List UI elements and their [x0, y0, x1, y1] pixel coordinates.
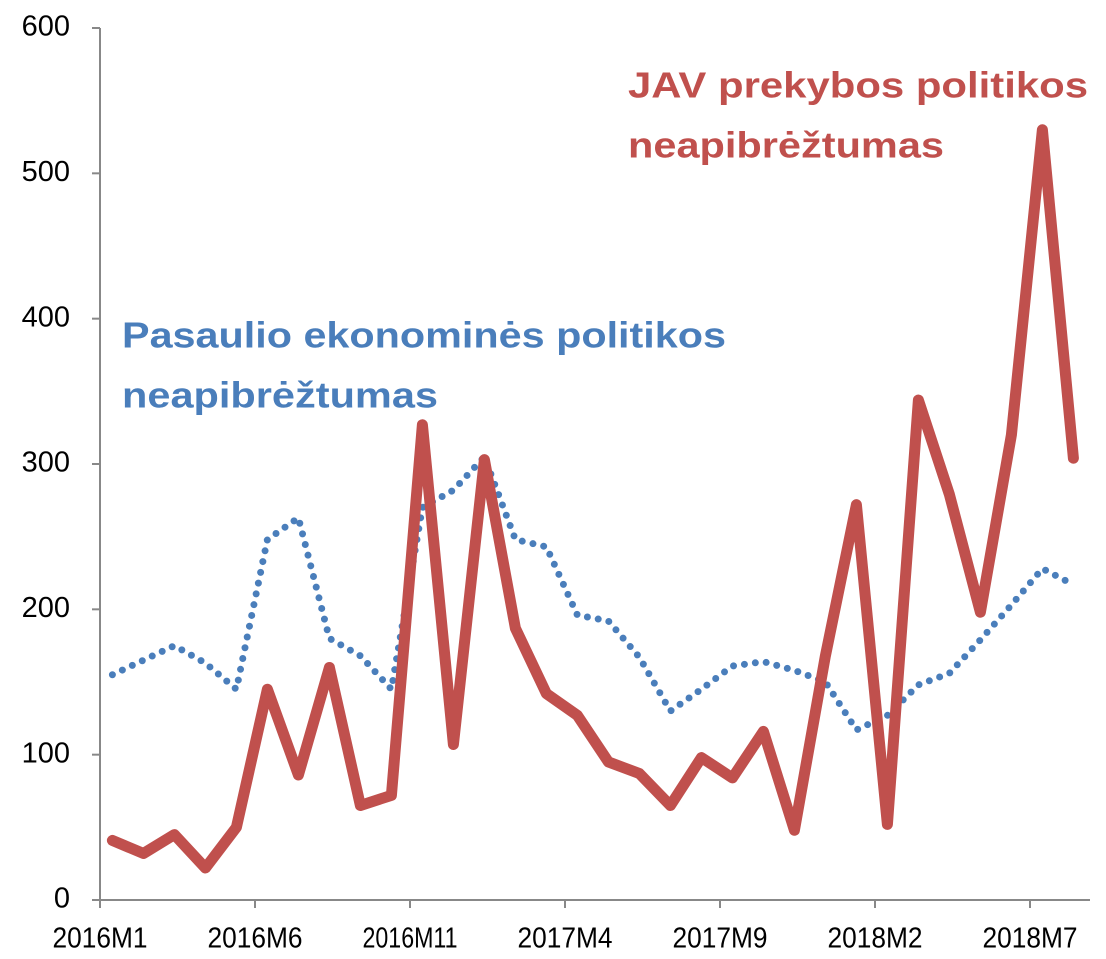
y-tick-label: 600 — [22, 11, 70, 43]
y-tick-label: 100 — [22, 737, 70, 769]
y-tick-label: 400 — [22, 301, 70, 333]
x-tick-label: 2017M4 — [518, 923, 613, 955]
x-tick-label: 2018M7 — [983, 923, 1078, 955]
y-tick-label: 200 — [22, 592, 70, 624]
series-label: Pasaulio ekonominės politikos — [122, 315, 726, 356]
y-tick-label: 300 — [22, 447, 70, 479]
x-tick-label: 2016M11 — [363, 923, 458, 955]
x-tick-label: 2017M9 — [673, 923, 768, 955]
series-label: neapibrėžtumas — [628, 125, 944, 166]
series-line — [106, 124, 1079, 874]
x-tick-label: 2016M1 — [53, 923, 148, 955]
y-tick-label: 0 — [54, 883, 70, 915]
series-label: neapibrėžtumas — [122, 375, 438, 416]
series-line — [108, 453, 1077, 734]
y-tick-label: 500 — [22, 156, 70, 188]
x-tick-label: 2016M6 — [208, 923, 303, 955]
x-tick-label: 2018M2 — [828, 923, 923, 955]
series-label: JAV prekybos politikos — [628, 65, 1088, 106]
